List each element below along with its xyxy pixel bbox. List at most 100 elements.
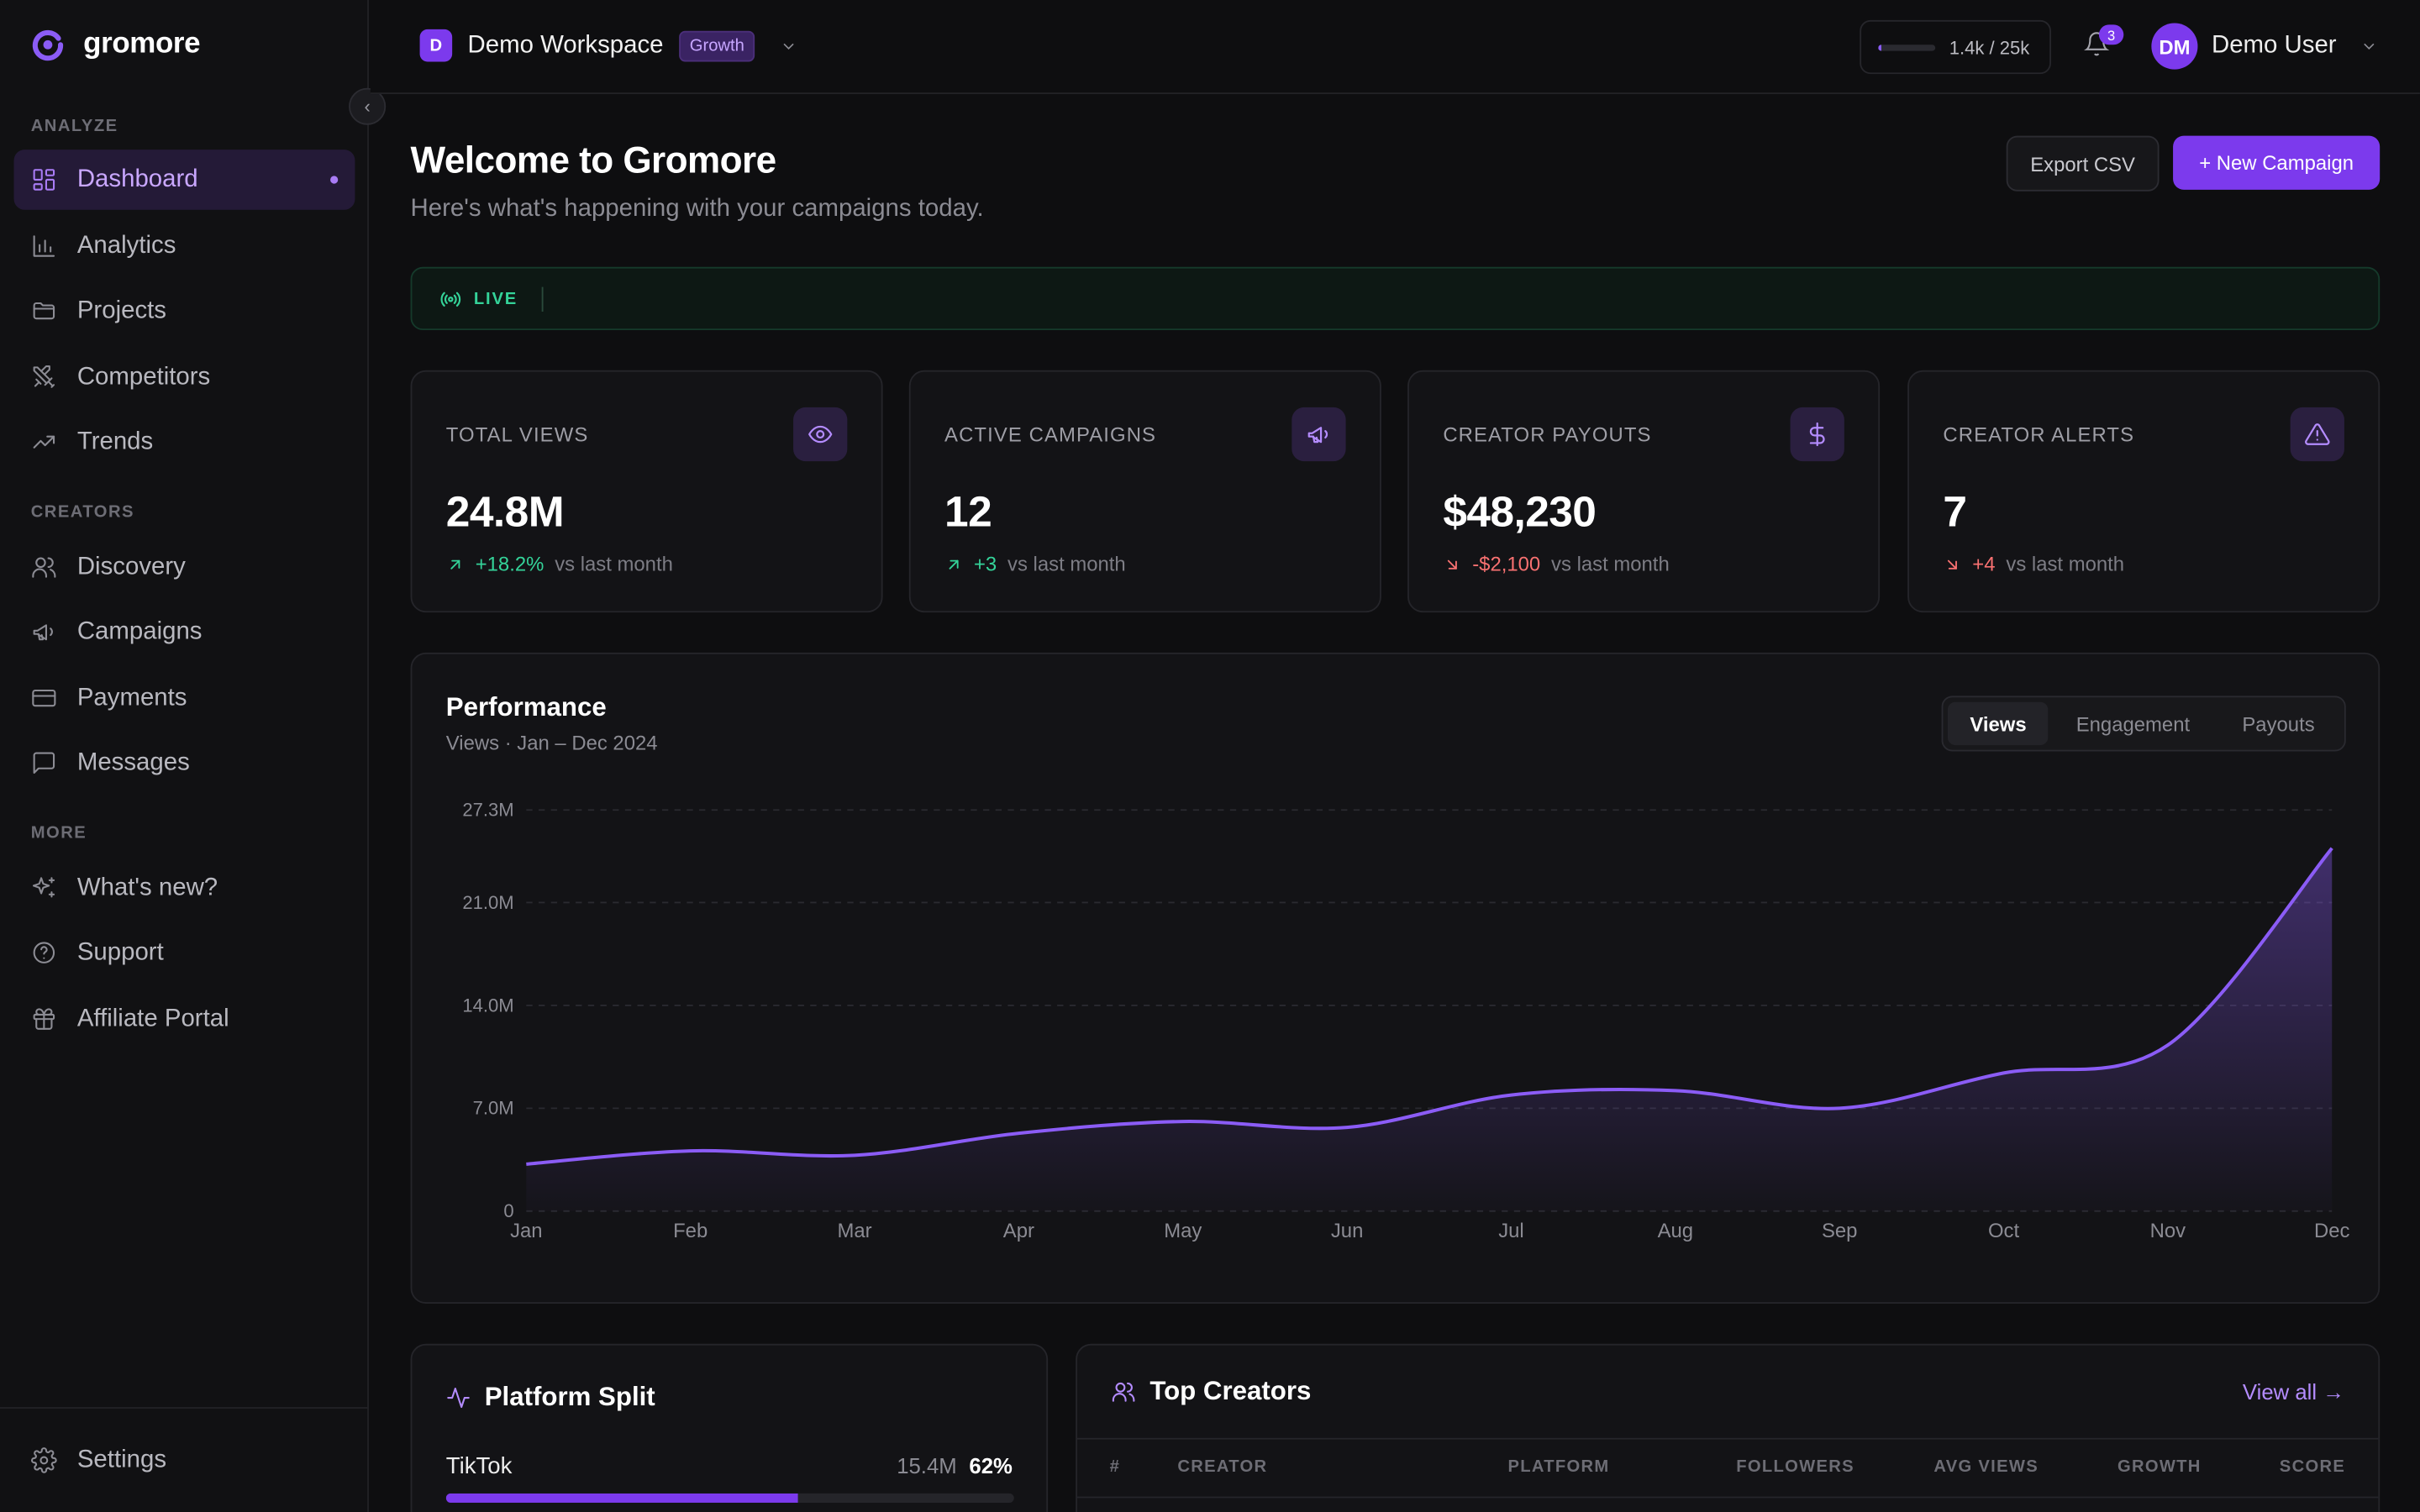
x-tick-label: Mar — [837, 1220, 871, 1242]
views-area — [526, 848, 2333, 1211]
sidebar-item-label: Campaigns — [76, 617, 203, 644]
platform-split-title: Platform Split — [484, 1382, 655, 1412]
live-ticker: LIVE — [410, 266, 2381, 331]
alert-triangle-icon — [2290, 407, 2344, 462]
credit-card-icon — [32, 689, 56, 707]
divider — [542, 286, 544, 312]
tab-views[interactable]: Views — [1947, 701, 2049, 746]
view-all-link[interactable]: View all → — [2242, 1379, 2344, 1404]
sidebar-item-label: What's new? — [76, 874, 218, 900]
sidebar-item-analytics[interactable]: Analytics — [14, 216, 355, 276]
plan-badge: Growth — [678, 29, 755, 61]
workspace-switcher[interactable]: D Demo Workspace Growth — [419, 29, 799, 62]
sidebar-item-campaigns[interactable]: Campaigns — [14, 601, 355, 662]
sidebar-item-payments[interactable]: Payments — [14, 668, 355, 728]
platform-percent: 62% — [969, 1453, 1013, 1478]
column-header-avg-views[interactable]: AVG VIEWS — [1933, 1457, 2039, 1477]
sidebar-item-whats-new[interactable]: What's new? — [14, 858, 355, 918]
sidebar-divider — [0, 1407, 369, 1409]
sidebar-item-label: Messages — [76, 748, 190, 775]
x-tick-label: Jan — [510, 1220, 542, 1242]
platform-split-card: Platform Split TikTok 15.4M 62% — [410, 1343, 1049, 1512]
new-campaign-button[interactable]: + New Campaign — [2173, 135, 2381, 190]
sidebar-item-discovery[interactable]: Discovery — [14, 537, 355, 597]
delta-caption: vs last month — [1007, 552, 1126, 576]
x-tick-label: Dec — [2314, 1220, 2350, 1242]
brand-logo[interactable]: gromore — [31, 28, 201, 61]
delta-value: -$2,100 — [1472, 552, 1541, 576]
views-line — [526, 847, 2333, 1166]
column-header-rank[interactable]: # — [1109, 1457, 1121, 1477]
user-menu[interactable]: DM Demo User — [2151, 23, 2378, 70]
sidebar-item-label: Support — [76, 938, 164, 965]
sidebar-item-trends[interactable]: Trends — [14, 412, 355, 472]
stat-title: CREATOR PAYOUTS — [1443, 423, 1652, 446]
trending-up-icon — [33, 435, 55, 449]
sidebar-item-label: Trends — [76, 428, 154, 454]
delta-caption: vs last month — [2006, 552, 2125, 576]
x-tick-label: May — [1164, 1220, 1202, 1242]
platform-progress-bar — [445, 1493, 1014, 1503]
stat-title: TOTAL VIEWS — [445, 423, 589, 446]
arrow-up-right-icon — [450, 559, 460, 569]
brand-name: gromore — [83, 28, 201, 60]
y-tick-label: 7.0M — [473, 1098, 514, 1119]
top-creators-card: Top Creators View all → # CREATOR PLATFO… — [1076, 1343, 2381, 1512]
sidebar-item-messages[interactable]: Messages — [14, 732, 355, 793]
stat-value: $48,230 — [1443, 487, 1597, 536]
sidebar-item-label: Affiliate Portal — [76, 1005, 229, 1032]
sidebar-item-label: Payments — [76, 684, 187, 711]
column-header-platform[interactable]: PLATFORM — [1507, 1457, 1610, 1477]
topbar: D Demo Workspace Growth 1.4k / 25k 3 DM … — [370, 0, 2420, 95]
column-header-creator[interactable]: CREATOR — [1177, 1457, 1268, 1477]
chevron-left-icon: ‹ — [364, 95, 371, 118]
platform-name: TikTok — [445, 1453, 513, 1480]
metric-tab-group: Views Engagement Payouts — [1941, 696, 2346, 752]
tab-engagement[interactable]: Engagement — [2075, 711, 2191, 736]
column-header-score[interactable]: SCORE — [2279, 1457, 2346, 1477]
sparkles-icon — [32, 877, 55, 898]
stat-delta: +3 vs last month — [944, 552, 1126, 576]
sidebar-item-projects[interactable]: Projects — [14, 281, 355, 341]
gromore-logo-icon — [32, 29, 64, 61]
quota-progress-fill — [1878, 44, 1882, 50]
sidebar-item-settings[interactable]: Settings — [14, 1431, 355, 1491]
column-header-followers[interactable]: FOLLOWERS — [1736, 1457, 1854, 1477]
chevron-down-icon — [784, 42, 795, 50]
sidebar: gromore ‹ ANALYZE Dashboard Analytics Pr… — [0, 0, 387, 1512]
tab-payouts[interactable]: Payouts — [2242, 711, 2315, 736]
folder-icon — [33, 302, 55, 320]
delta-value: +3 — [973, 552, 997, 576]
x-tick-label: Feb — [673, 1220, 708, 1242]
sidebar-item-label: Dashboard — [76, 165, 198, 192]
sidebar-item-support[interactable]: Support — [14, 922, 355, 983]
y-tick-label: 14.0M — [462, 995, 513, 1016]
y-tick-label: 27.3M — [462, 800, 513, 821]
sidebar-item-dashboard[interactable]: Dashboard — [13, 150, 355, 210]
active-dot — [330, 176, 339, 184]
chevron-down-icon — [2364, 43, 2375, 50]
delta-caption: vs last month — [555, 552, 673, 576]
page-title: Welcome to Gromore — [410, 140, 777, 182]
platform-stat: 15.4M 62% — [897, 1453, 1013, 1478]
sidebar-item-affiliate-portal[interactable]: Affiliate Portal — [14, 989, 355, 1049]
column-header-growth[interactable]: GROWTH — [2117, 1457, 2202, 1477]
page-subtitle: Here's what's happening with your campai… — [410, 196, 984, 223]
export-csv-button[interactable]: Export CSV — [2006, 135, 2160, 192]
sidebar-item-competitors[interactable]: Competitors — [14, 347, 355, 407]
y-tick-label: 21.0M — [462, 892, 513, 913]
platform-views: 15.4M — [897, 1453, 957, 1478]
notifications-button[interactable]: 3 — [2084, 24, 2124, 62]
usage-quota[interactable]: 1.4k / 25k — [1860, 19, 2051, 75]
x-tick-label: Oct — [1988, 1220, 2019, 1242]
x-tick-label: Aug — [1658, 1220, 1693, 1242]
table-divider — [1077, 1437, 2379, 1440]
sidebar-item-label: Discovery — [76, 553, 186, 580]
stat-value: 12 — [944, 487, 992, 536]
performance-subtitle: Views · Jan – Dec 2024 — [445, 731, 658, 755]
dashboard-icon — [33, 169, 55, 191]
eye-icon — [793, 407, 848, 462]
x-tick-label: Nov — [2150, 1220, 2186, 1242]
quota-text: 1.4k / 25k — [1949, 36, 2030, 58]
live-label: LIVE — [473, 289, 518, 308]
